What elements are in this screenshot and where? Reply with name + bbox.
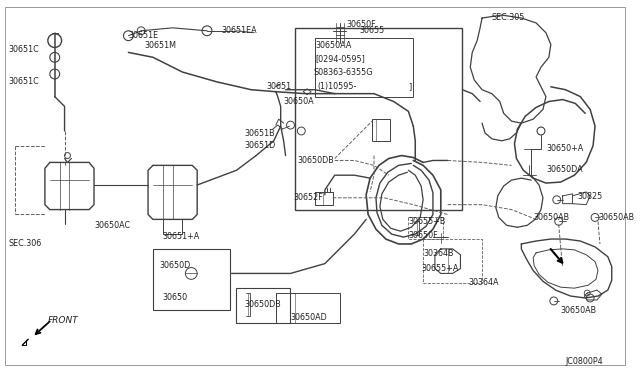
Text: [0294-0595]: [0294-0595] [315, 54, 365, 63]
Text: 30825: 30825 [577, 192, 603, 201]
Text: SEC.306: SEC.306 [8, 239, 42, 248]
Text: 30651: 30651 [266, 82, 291, 91]
Text: 30655+B: 30655+B [408, 218, 445, 227]
Text: 30650AD: 30650AD [291, 313, 327, 322]
Text: 30650DB: 30650DB [244, 300, 281, 309]
Bar [372, 119, 390, 141]
Bar [423, 239, 482, 283]
Text: 30650AB: 30650AB [533, 212, 569, 221]
Text: 30651EA: 30651EA [221, 26, 257, 35]
Text: 30650AA: 30650AA [315, 41, 351, 49]
Text: 30364A: 30364A [468, 278, 499, 287]
Text: S08363-6355G: S08363-6355G [313, 68, 372, 77]
Bar [236, 288, 291, 323]
Text: ]: ] [408, 82, 412, 91]
Text: 30650AC: 30650AC [94, 221, 130, 230]
Bar [276, 293, 340, 323]
Text: 30650DB: 30650DB [298, 155, 334, 164]
Text: 30650D: 30650D [160, 261, 191, 270]
Bar [315, 38, 413, 97]
Bar [296, 28, 463, 209]
Text: 30651C: 30651C [8, 45, 39, 54]
Text: (1)10595-: (1)10595- [317, 82, 356, 91]
Text: 30650F: 30650F [346, 20, 376, 29]
Text: 30650: 30650 [163, 293, 188, 302]
Text: 30651C: 30651C [8, 77, 39, 86]
Text: 30364B: 30364B [423, 249, 454, 258]
Text: 30650A: 30650A [284, 97, 314, 106]
Text: 30651M: 30651M [144, 41, 176, 49]
Text: 30650AB: 30650AB [598, 212, 634, 221]
Text: 30652F: 30652F [294, 193, 323, 202]
Text: 30650AB: 30650AB [561, 306, 596, 315]
Text: 30655: 30655 [360, 26, 385, 35]
Text: JC0800P4: JC0800P4 [566, 357, 603, 366]
Text: 30650+A: 30650+A [547, 144, 584, 153]
Text: 30651B: 30651B [244, 129, 275, 138]
Text: 30651+A: 30651+A [163, 232, 200, 241]
Bar [153, 249, 230, 310]
Text: 30651E: 30651E [129, 31, 159, 40]
Text: 30650F: 30650F [408, 231, 438, 240]
Text: SEC.305: SEC.305 [492, 13, 525, 22]
Text: FRONT: FRONT [48, 316, 79, 325]
Bar [408, 218, 443, 239]
Text: 30655+A: 30655+A [421, 264, 458, 273]
Text: 30651D: 30651D [244, 141, 276, 150]
Text: 30650DA: 30650DA [547, 166, 584, 174]
